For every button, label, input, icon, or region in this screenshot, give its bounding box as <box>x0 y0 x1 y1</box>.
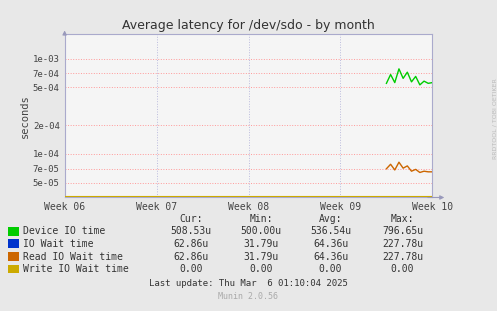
Text: Write IO Wait time: Write IO Wait time <box>23 264 129 274</box>
Text: 796.65u: 796.65u <box>382 226 423 236</box>
Text: 0.00: 0.00 <box>249 264 273 274</box>
Text: Munin 2.0.56: Munin 2.0.56 <box>219 292 278 300</box>
Text: RRDTOOL / TOBI OETIKER: RRDTOOL / TOBI OETIKER <box>492 78 497 159</box>
Text: 500.00u: 500.00u <box>241 226 281 236</box>
Text: IO Wait time: IO Wait time <box>23 239 94 249</box>
Text: Avg:: Avg: <box>319 214 342 224</box>
Text: Min:: Min: <box>249 214 273 224</box>
Text: 227.78u: 227.78u <box>382 239 423 249</box>
Text: 0.00: 0.00 <box>319 264 342 274</box>
Text: Max:: Max: <box>391 214 414 224</box>
Text: 227.78u: 227.78u <box>382 252 423 262</box>
Text: 31.79u: 31.79u <box>244 252 278 262</box>
Text: Read IO Wait time: Read IO Wait time <box>23 252 123 262</box>
Text: 64.36u: 64.36u <box>313 239 348 249</box>
Text: 536.54u: 536.54u <box>310 226 351 236</box>
Text: 62.86u: 62.86u <box>174 239 209 249</box>
Text: Device IO time: Device IO time <box>23 226 105 236</box>
Y-axis label: seconds: seconds <box>20 94 30 138</box>
Text: 0.00: 0.00 <box>391 264 414 274</box>
Text: Cur:: Cur: <box>179 214 203 224</box>
Title: Average latency for /dev/sdo - by month: Average latency for /dev/sdo - by month <box>122 19 375 32</box>
Text: 62.86u: 62.86u <box>174 252 209 262</box>
Text: 508.53u: 508.53u <box>171 226 212 236</box>
Text: 31.79u: 31.79u <box>244 239 278 249</box>
Text: 64.36u: 64.36u <box>313 252 348 262</box>
Text: Last update: Thu Mar  6 01:10:04 2025: Last update: Thu Mar 6 01:10:04 2025 <box>149 279 348 288</box>
Text: 0.00: 0.00 <box>179 264 203 274</box>
